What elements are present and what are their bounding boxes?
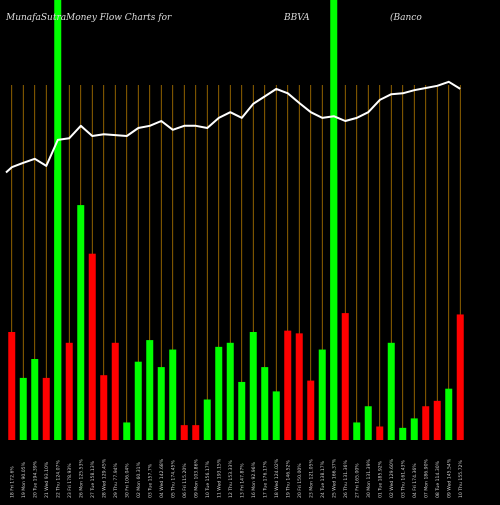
bar <box>215 346 223 440</box>
bar <box>19 377 27 440</box>
x-tick-label: 23 Fri 178.93% <box>67 463 73 498</box>
x-tick-label: 09 Wed 145.54% <box>446 458 452 498</box>
bar <box>330 170 338 440</box>
x-tick-label: 01 Tue 185.92% <box>377 460 383 498</box>
x-tick-label: 21 Wed 93.10% <box>44 461 50 498</box>
bar <box>111 342 119 440</box>
x-tick-label: 22 Thu 124.07% <box>55 460 61 498</box>
chart-title: MunafaSutra Money Flow Charts for BBVA (… <box>5 12 422 23</box>
bar <box>272 391 280 440</box>
x-tick-label: 10 Thu 155.72% <box>458 460 464 498</box>
bar <box>8 332 16 440</box>
x-tick-labels: 18 Fri 172.6% 19 Mon 90.05% 20 Tue 194.39%… <box>9 458 464 498</box>
x-tick-label: 30 Mon 131.39% <box>366 458 372 498</box>
x-tick-label: 17 Tue 176.17% <box>262 460 268 498</box>
x-tick-label: 25 Wed 166.37% <box>331 458 337 498</box>
bar <box>445 388 453 440</box>
bar <box>318 349 326 440</box>
x-tick-label: 23 Mon 121.05% <box>308 458 314 498</box>
x-tick-label: 26 Thu 131.36% <box>343 460 349 498</box>
x-tick-label: 18 Fri 172.6% <box>9 466 15 498</box>
x-tick-label: 02 Wed 129.60% <box>389 458 395 498</box>
x-tick-label: 29 Thu 77.94% <box>113 462 119 498</box>
x-tick-label: 28 Wed 129.45% <box>101 458 107 498</box>
x-tick-label: 30 Fri 106.04% <box>124 463 130 498</box>
bar <box>169 349 177 440</box>
x-tick-label: 09 Mon 103.86% <box>193 458 199 498</box>
x-tick-label: 19 Thu 146.52% <box>285 460 291 498</box>
x-tick-label: 05 Thu 174.45% <box>170 460 176 498</box>
bar <box>456 314 464 440</box>
price-line-layer <box>5 80 461 174</box>
x-tick-label: 19 Mon 90.05% <box>21 461 27 498</box>
bar <box>77 205 85 440</box>
bar <box>226 342 234 440</box>
title-company: (Banco <box>390 12 422 23</box>
x-tick-label: 27 Fri 165.00% <box>354 463 360 498</box>
bar <box>307 380 315 440</box>
x-tick-label: 03 Tue 157.7% <box>147 463 153 498</box>
bar <box>134 361 142 440</box>
bar <box>376 426 384 440</box>
bar <box>203 399 211 440</box>
x-tick-label: 07 Mon 186.90% <box>423 458 429 498</box>
bar <box>65 342 73 440</box>
x-tick-label: 20 Tue 194.39% <box>32 460 38 498</box>
title-brand: MunafaSutra <box>5 13 66 23</box>
x-tick-label: 20 Fri 150.00% <box>297 463 303 498</box>
bar <box>422 406 430 440</box>
x-tick-label: 08 Tue 114.30% <box>435 460 441 498</box>
bar <box>410 418 418 440</box>
x-tick-label: 12 Thu 153.33% <box>228 460 234 498</box>
bar <box>433 400 441 440</box>
x-tick-label: 11 Wed 193.15% <box>216 458 222 498</box>
x-tick-label: 04 Wed 142.68% <box>159 458 165 498</box>
bars <box>8 170 464 440</box>
x-tick-label: 04 Fri 174.36% <box>412 463 418 498</box>
x-tick-label: 03 Thu 161.43% <box>400 460 406 498</box>
bar <box>100 375 108 440</box>
x-tick-label: 16 Mon 92.96% <box>251 461 257 498</box>
bar <box>353 422 361 440</box>
bar <box>88 253 96 440</box>
x-tick-label: 18 Wed 124.02% <box>274 458 280 498</box>
bar <box>261 367 269 440</box>
x-tick-label: 02 Mon 60.31% <box>136 461 142 498</box>
bar <box>399 427 407 440</box>
bar <box>31 359 39 440</box>
bar <box>42 377 50 440</box>
bar <box>192 425 200 440</box>
bar <box>341 313 349 440</box>
bar <box>238 381 246 440</box>
bar <box>295 333 303 440</box>
x-tick-label: 06 Fri 115.20% <box>182 463 188 498</box>
x-tick-label: 13 Fri 147.87% <box>239 463 245 498</box>
bar <box>284 330 292 440</box>
bar <box>54 170 62 440</box>
title-symbol: BBVA <box>283 13 310 23</box>
bar <box>364 406 372 440</box>
x-tick-label: 10 Tue 156.17% <box>205 460 211 498</box>
x-tick-label: 26 Mon 125.53% <box>78 458 84 498</box>
bar <box>387 342 395 440</box>
x-tick-label: 24 Tue 138.17% <box>320 460 326 498</box>
price-line <box>5 80 461 174</box>
bar <box>157 367 165 440</box>
bar <box>249 332 257 440</box>
x-tick-label: 27 Tue 158.13% <box>90 460 96 498</box>
bar <box>180 425 188 440</box>
bar <box>123 422 131 440</box>
bar <box>146 340 154 440</box>
title-chart-name: Money Flow Charts for <box>65 13 172 23</box>
